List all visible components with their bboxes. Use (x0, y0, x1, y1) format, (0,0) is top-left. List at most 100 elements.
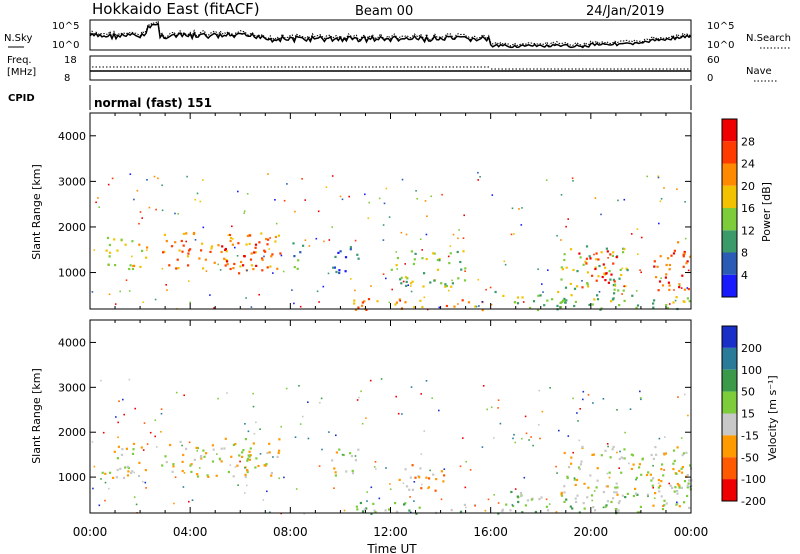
data-cell (556, 472, 558, 474)
data-cell (391, 288, 393, 291)
data-cell (383, 202, 386, 205)
data-cell (683, 501, 686, 504)
data-cell (131, 240, 134, 243)
data-cell (569, 248, 573, 251)
data-cell (170, 245, 174, 248)
data-cell (589, 474, 592, 477)
colorbar-tick-label: -200 (741, 495, 766, 508)
data-cell (618, 457, 621, 461)
y-tick-label: 4000 (58, 336, 86, 349)
data-cell (398, 298, 401, 301)
data-cell (304, 239, 307, 241)
data-cell (502, 294, 505, 297)
data-cell (183, 394, 185, 397)
data-cell (678, 286, 681, 289)
data-cell (657, 478, 660, 482)
data-cell (522, 301, 525, 303)
data-cell (668, 482, 670, 485)
data-cell (154, 298, 157, 301)
data-cell (128, 267, 131, 271)
data-cell (174, 212, 176, 215)
data-cell (556, 234, 558, 237)
data-cell (532, 300, 536, 303)
data-cell (688, 300, 691, 303)
data-cell (545, 498, 548, 501)
data-cell (233, 262, 236, 266)
data-cell (622, 251, 625, 254)
data-cell (227, 234, 230, 236)
data-cell (602, 491, 605, 494)
data-cell (505, 503, 508, 506)
data-cell (686, 260, 689, 263)
data-cell (404, 263, 406, 265)
data-cell (404, 276, 408, 279)
data-cell (174, 476, 177, 478)
data-cell (220, 460, 223, 463)
data-cell (670, 254, 673, 257)
data-cell (555, 511, 558, 513)
data-cell (682, 255, 685, 258)
data-cell (685, 262, 688, 265)
data-cell (201, 242, 204, 245)
data-cell (232, 475, 235, 478)
data-cell (613, 292, 616, 295)
data-cell (124, 466, 127, 469)
data-cell (364, 193, 366, 196)
data-cell (594, 509, 597, 512)
data-cell (102, 431, 105, 434)
data-cell (519, 491, 523, 495)
data-cell (672, 462, 675, 465)
data-cell (246, 459, 249, 462)
data-cell (141, 249, 144, 252)
data-cell (308, 245, 311, 247)
data-cell (372, 502, 375, 505)
data-cell (676, 446, 679, 449)
data-cell (237, 190, 239, 193)
data-cell (560, 301, 563, 304)
data-cell (113, 450, 116, 453)
data-cell (293, 302, 295, 305)
data-cell (269, 265, 272, 268)
data-cell (630, 233, 633, 235)
data-cell (587, 486, 590, 489)
data-cell (265, 237, 268, 241)
data-cell (108, 251, 112, 254)
power-ylabel: Slant Range [km] (30, 164, 43, 260)
data-cell (619, 268, 622, 271)
data-cell (98, 504, 101, 507)
data-cell (678, 486, 681, 489)
data-cell (280, 425, 282, 428)
data-cell (249, 447, 252, 450)
colorbar-tick-label: 20 (741, 180, 755, 193)
data-cell (278, 477, 280, 480)
data-cell (177, 267, 180, 270)
data-cell (227, 470, 230, 474)
data-cell (205, 452, 208, 455)
data-cell (241, 451, 244, 454)
data-cell (354, 308, 358, 311)
data-cell (513, 433, 515, 436)
data-cell (206, 474, 209, 477)
data-cell (477, 278, 480, 281)
data-cell (188, 441, 191, 444)
data-cell (405, 485, 409, 488)
data-cell (654, 446, 657, 449)
data-cell (174, 241, 177, 244)
data-cell (270, 474, 273, 477)
data-cell (327, 272, 330, 275)
data-cell (664, 276, 667, 279)
data-cell (611, 254, 614, 257)
data-cell (244, 438, 247, 441)
data-cell (350, 278, 352, 280)
data-cell (659, 484, 662, 487)
data-cell (572, 397, 574, 400)
data-cell (304, 199, 306, 201)
data-cell (536, 308, 540, 312)
data-cell (156, 446, 158, 448)
data-cell (182, 244, 185, 247)
data-cell (266, 451, 269, 454)
data-cell (683, 250, 686, 254)
data-cell (565, 302, 567, 304)
data-cell (663, 469, 665, 471)
data-cell (97, 197, 99, 199)
